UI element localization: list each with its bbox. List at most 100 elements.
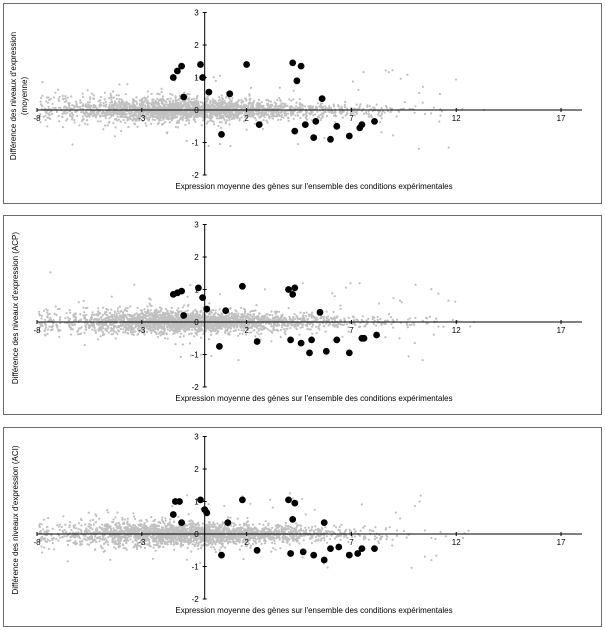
background-point — [183, 319, 186, 322]
background-point — [229, 330, 232, 333]
background-point — [221, 319, 224, 322]
background-point — [169, 97, 172, 100]
background-point — [402, 107, 405, 110]
background-point — [273, 101, 276, 104]
background-point — [108, 104, 111, 107]
highlighted-point — [205, 88, 213, 96]
highlighted-point — [169, 74, 177, 81]
background-point — [223, 99, 226, 102]
background-point — [218, 308, 221, 311]
background-point — [124, 307, 127, 310]
background-point — [96, 322, 99, 325]
background-point — [93, 113, 96, 116]
background-point — [158, 331, 161, 334]
background-point — [68, 110, 72, 113]
background-point — [306, 325, 309, 328]
background-point — [134, 330, 137, 333]
background-point — [242, 103, 245, 106]
background-point — [332, 324, 335, 327]
background-point — [211, 110, 214, 113]
background-point — [107, 331, 110, 334]
background-point — [261, 114, 264, 117]
background-point — [159, 116, 162, 119]
background-point — [159, 119, 162, 122]
background-point — [174, 99, 177, 102]
background-point — [278, 86, 281, 89]
background-point — [248, 102, 251, 105]
background-point — [380, 107, 383, 110]
background-point — [371, 315, 374, 318]
background-point — [379, 317, 382, 321]
background-point — [377, 302, 381, 305]
background-point — [137, 110, 141, 113]
background-point — [212, 326, 215, 329]
background-point — [165, 116, 168, 119]
background-point — [154, 115, 157, 119]
background-point — [278, 310, 281, 313]
background-point — [315, 316, 318, 319]
background-point — [67, 102, 70, 105]
background-point — [198, 104, 201, 108]
background-point — [274, 322, 277, 325]
background-point — [236, 334, 240, 337]
background-point — [57, 88, 60, 91]
background-point — [383, 111, 386, 114]
background-point — [180, 332, 183, 335]
background-point — [187, 102, 190, 106]
background-point — [310, 119, 313, 122]
background-point — [114, 331, 117, 334]
background-point — [392, 134, 395, 137]
background-point — [175, 121, 178, 124]
background-point — [212, 112, 216, 115]
background-point — [268, 105, 271, 108]
background-point — [310, 316, 313, 319]
background-point — [230, 112, 233, 115]
background-point — [280, 104, 283, 107]
background-point — [122, 328, 125, 331]
background-point — [93, 317, 97, 321]
background-point — [94, 116, 97, 119]
background-point — [154, 309, 157, 312]
background-point — [260, 101, 263, 104]
background-point — [289, 326, 292, 330]
background-point — [124, 331, 127, 334]
background-point — [149, 309, 152, 312]
background-point — [328, 105, 331, 108]
background-point — [230, 99, 233, 102]
background-point — [163, 111, 166, 114]
background-point — [99, 95, 102, 99]
background-point — [126, 307, 129, 310]
background-point — [232, 329, 235, 333]
background-point — [146, 330, 149, 333]
background-point — [247, 104, 250, 107]
background-point — [212, 104, 215, 108]
background-point — [197, 100, 200, 103]
background-point — [145, 124, 148, 127]
background-point — [233, 326, 236, 329]
background-point — [189, 115, 192, 118]
background-point — [233, 107, 236, 110]
background-point — [177, 104, 180, 108]
background-point — [380, 131, 383, 134]
background-point — [218, 143, 222, 146]
background-point — [137, 326, 140, 330]
background-point — [194, 329, 197, 332]
background-point — [143, 96, 146, 99]
background-point — [110, 295, 113, 298]
background-point — [49, 271, 52, 274]
background-point — [224, 331, 227, 334]
highlighted-point — [312, 118, 320, 125]
background-point — [421, 85, 424, 88]
background-point — [252, 313, 255, 316]
background-point — [421, 319, 424, 322]
background-point — [226, 328, 229, 331]
background-point — [272, 115, 275, 118]
background-point — [64, 95, 67, 98]
background-point — [165, 117, 168, 120]
background-point — [405, 323, 409, 327]
background-point — [46, 332, 49, 335]
background-point — [217, 117, 220, 120]
background-point — [110, 104, 113, 107]
background-point — [146, 305, 149, 308]
background-point — [312, 114, 315, 117]
